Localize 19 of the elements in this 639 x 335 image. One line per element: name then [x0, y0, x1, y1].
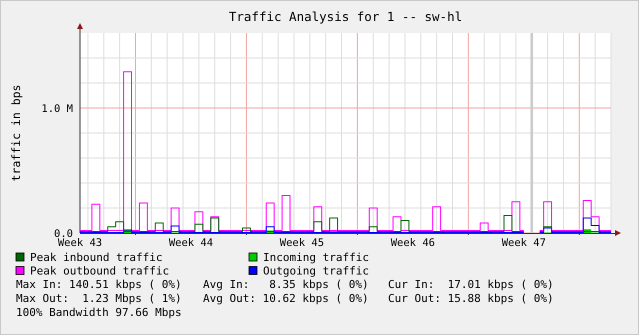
chart-title: Traffic Analysis for 1 -- sw-hl: [228, 9, 462, 24]
x-tick-label: Week 44: [168, 237, 214, 249]
text: 100% Bandwidth 97.66 Mbps: [16, 306, 182, 319]
x-tick-label: Week 43: [58, 237, 102, 249]
text: Max In: 140.51 kbps ( 0%): [16, 278, 182, 291]
legend-label: Outgoing traffic: [263, 264, 369, 278]
text: Cur In: 17.01 kbps ( 0%): [388, 278, 554, 291]
y-axis-title: traffic in bps: [9, 84, 23, 182]
text: Avg In: 8.35 kbps ( 0%): [203, 278, 369, 291]
text: Cur Out: 15.88 kbps ( 0%): [388, 292, 554, 305]
legend-label: Incoming traffic: [263, 251, 369, 264]
x-tick-label: Week 45: [280, 237, 324, 249]
x-tick-label: Week 47: [502, 237, 546, 249]
legend-label: Peak inbound traffic: [30, 251, 162, 264]
text: Max Out: 1.23 Mbps ( 1%): [16, 292, 182, 305]
legend-label: Peak outbound traffic: [30, 264, 170, 278]
text: Avg Out: 10.62 kbps ( 0%): [203, 292, 369, 305]
x-tick-label: Week 46: [390, 237, 435, 249]
y-tick-label: 1.0 M: [41, 103, 73, 115]
